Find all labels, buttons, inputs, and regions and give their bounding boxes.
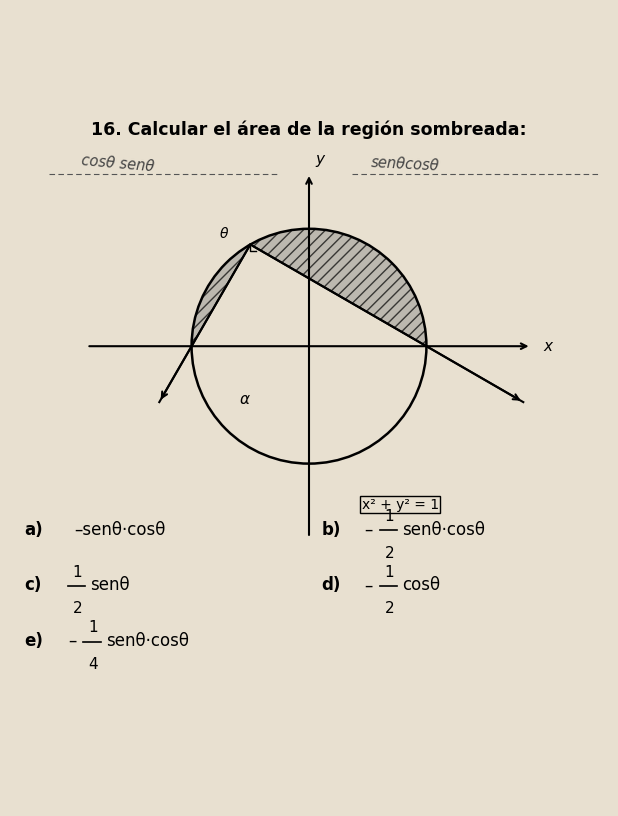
Text: senθcosθ: senθcosθ <box>371 154 440 173</box>
Text: θ: θ <box>220 228 229 242</box>
Polygon shape <box>250 228 426 346</box>
Text: x² + y² = 1: x² + y² = 1 <box>362 498 439 512</box>
Text: e): e) <box>25 632 44 650</box>
Text: d): d) <box>321 576 341 594</box>
Text: c): c) <box>25 576 42 594</box>
Text: x: x <box>544 339 553 353</box>
Text: –senθ·cosθ: –senθ·cosθ <box>74 521 166 539</box>
Text: –: – <box>68 632 77 650</box>
Text: a): a) <box>25 521 43 539</box>
Text: senθ: senθ <box>90 576 130 594</box>
Text: senθ·cosθ: senθ·cosθ <box>402 521 485 539</box>
Text: α: α <box>239 392 250 406</box>
Text: 1: 1 <box>384 565 394 579</box>
Text: 1: 1 <box>72 565 82 579</box>
Text: 2: 2 <box>384 601 394 616</box>
Text: –: – <box>365 576 373 594</box>
Text: 1: 1 <box>384 509 394 524</box>
Text: cosθ: cosθ <box>402 576 441 594</box>
Text: y: y <box>315 152 324 167</box>
Text: 2: 2 <box>72 601 82 616</box>
Text: 1: 1 <box>88 620 98 636</box>
Text: senθ·cosθ: senθ·cosθ <box>106 632 188 650</box>
Polygon shape <box>192 245 250 346</box>
Text: cosθ senθ: cosθ senθ <box>80 153 154 175</box>
Text: b): b) <box>321 521 341 539</box>
Text: 16. Calcular el área de la región sombreada:: 16. Calcular el área de la región sombre… <box>91 121 527 140</box>
Text: 4: 4 <box>88 657 98 672</box>
Text: 2: 2 <box>384 546 394 561</box>
Text: –: – <box>365 521 373 539</box>
